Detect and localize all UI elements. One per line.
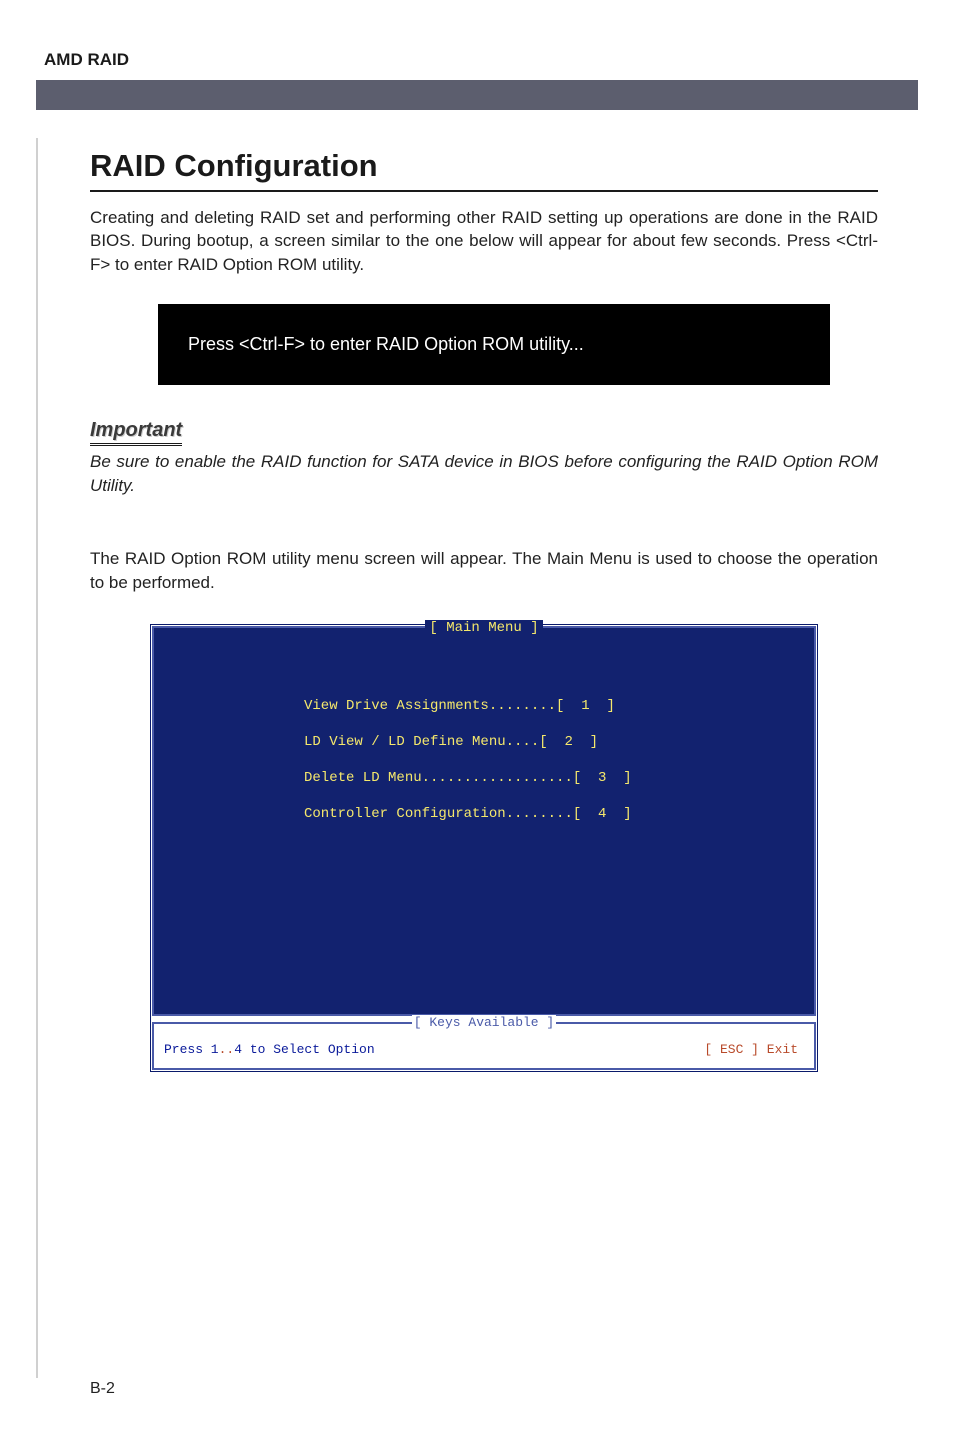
title-underline <box>90 190 878 192</box>
body-paragraph-2: The RAID Option ROM utility menu screen … <box>90 547 878 594</box>
bios-keys-title: [ Keys Available ] <box>412 1015 556 1030</box>
bios-main-menu-title: [ Main Menu ] <box>425 620 542 636</box>
header-divider-bar <box>36 80 918 110</box>
bios-menu-item: Delete LD Menu..................[ 3 ] <box>304 770 814 786</box>
ctrl-f-prompt-box: Press <Ctrl-F> to enter RAID Option ROM … <box>158 304 830 385</box>
page-number: B-2 <box>90 1380 115 1398</box>
bios-main-menu-panel: [ Main Menu ] View Drive Assignments....… <box>152 626 816 1016</box>
intro-paragraph: Creating and deleting RAID set and perfo… <box>90 206 878 276</box>
bios-keys-panel: [ Keys Available ] Press 1..4 to Select … <box>152 1022 816 1070</box>
bios-screenshot: [ Main Menu ] View Drive Assignments....… <box>150 624 818 1072</box>
important-heading: Important <box>90 419 182 446</box>
header-section-label: AMD RAID <box>36 50 918 70</box>
section-title: RAID Configuration <box>90 138 878 184</box>
bios-menu-item: Controller Configuration........[ 4 ] <box>304 806 814 822</box>
keys-left-post: 4 to Select Option <box>234 1042 374 1057</box>
content-region: RAID Configuration Creating and deleting… <box>36 138 918 1378</box>
bios-keys-right: [ ESC ] Exit <box>704 1042 798 1057</box>
bios-menu-item: View Drive Assignments........[ 1 ] <box>304 698 814 714</box>
keys-left-pre: Press 1 <box>164 1042 219 1057</box>
bios-keys-left: Press 1..4 to Select Option <box>164 1042 375 1057</box>
bios-menu-item: LD View / LD Define Menu....[ 2 ] <box>304 734 814 750</box>
bios-menu-list: View Drive Assignments........[ 1 ] LD V… <box>154 628 814 822</box>
important-note: Be sure to enable the RAID function for … <box>90 450 878 497</box>
keys-left-dots: .. <box>219 1042 235 1057</box>
